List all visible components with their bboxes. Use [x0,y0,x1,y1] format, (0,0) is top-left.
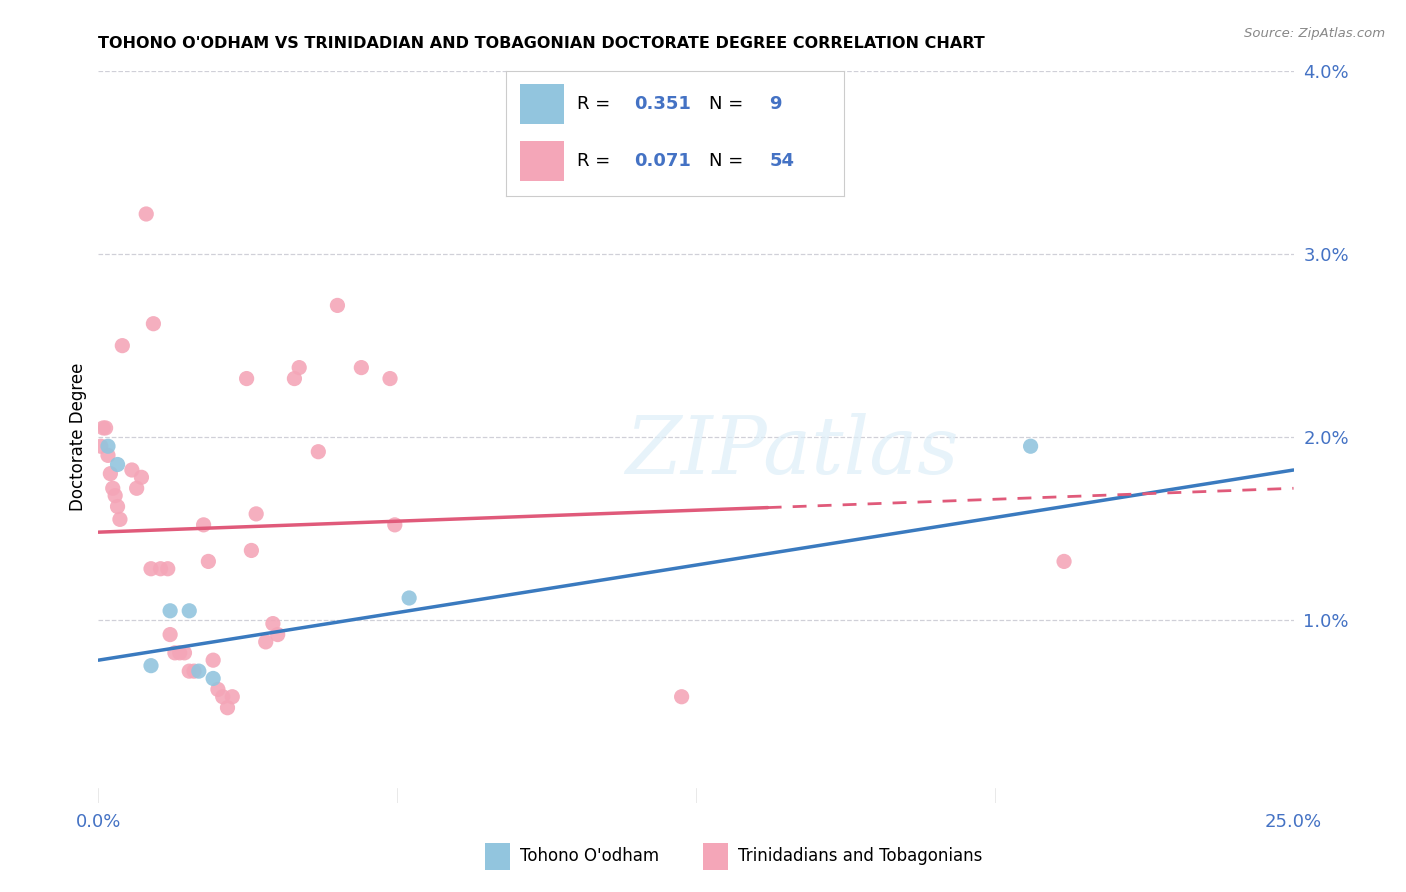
Text: 54: 54 [769,153,794,170]
Point [183,664,205,678]
Point [104,489,127,503]
Point [173,646,195,660]
Point [97,439,120,453]
Point [156,562,179,576]
Point [94,421,117,435]
Point [135,207,157,221]
Point [149,562,172,576]
Text: Source: ZipAtlas.com: Source: ZipAtlas.com [1244,27,1385,40]
Point [384,517,406,532]
Point [1019,439,1042,453]
Point [202,672,225,686]
Point [221,690,243,704]
Point [107,458,129,472]
FancyBboxPatch shape [520,141,564,181]
Point [97,449,120,463]
Point [159,604,181,618]
Point [207,682,229,697]
Point [262,616,284,631]
Point [139,658,162,673]
Text: R =: R = [576,95,616,112]
Text: 0.071: 0.071 [634,153,692,170]
Point [288,360,311,375]
Point [139,562,162,576]
Point [107,500,129,514]
Point [90,439,112,453]
Point [179,604,201,618]
Text: 0.351: 0.351 [634,95,692,112]
Point [163,646,186,660]
Text: ZIPatlas: ZIPatlas [624,413,959,491]
Y-axis label: Doctorate Degree: Doctorate Degree [69,363,87,511]
Point [91,421,114,435]
Point [202,653,225,667]
Point [193,517,215,532]
Point [197,554,219,568]
Text: Tohono O'odham: Tohono O'odham [520,847,659,865]
Text: 9: 9 [769,95,782,112]
Point [307,444,329,458]
Point [169,646,191,660]
Text: TOHONO O'ODHAM VS TRINIDADIAN AND TOBAGONIAN DOCTORATE DEGREE CORRELATION CHART: TOHONO O'ODHAM VS TRINIDADIAN AND TOBAGO… [98,36,986,51]
Point [98,467,122,481]
Point [235,371,257,385]
Point [217,700,239,714]
FancyBboxPatch shape [520,84,564,124]
Point [350,360,373,375]
Point [211,690,233,704]
Point [121,463,143,477]
Point [101,481,124,495]
Point [142,317,165,331]
Point [1053,554,1076,568]
Text: Trinidadians and Tobagonians: Trinidadians and Tobagonians [738,847,983,865]
Text: N =: N = [709,95,748,112]
Point [267,627,290,641]
Point [179,664,201,678]
Text: N =: N = [709,153,748,170]
Point [378,371,401,385]
Point [283,371,305,385]
Point [111,338,134,352]
Point [240,543,263,558]
Point [187,664,209,678]
Point [245,507,267,521]
Point [254,635,277,649]
Text: R =: R = [576,153,616,170]
Point [326,298,349,312]
Point [671,690,693,704]
Point [159,627,181,641]
Point [131,470,153,484]
Point [125,481,148,495]
Point [398,591,420,605]
Point [108,512,131,526]
